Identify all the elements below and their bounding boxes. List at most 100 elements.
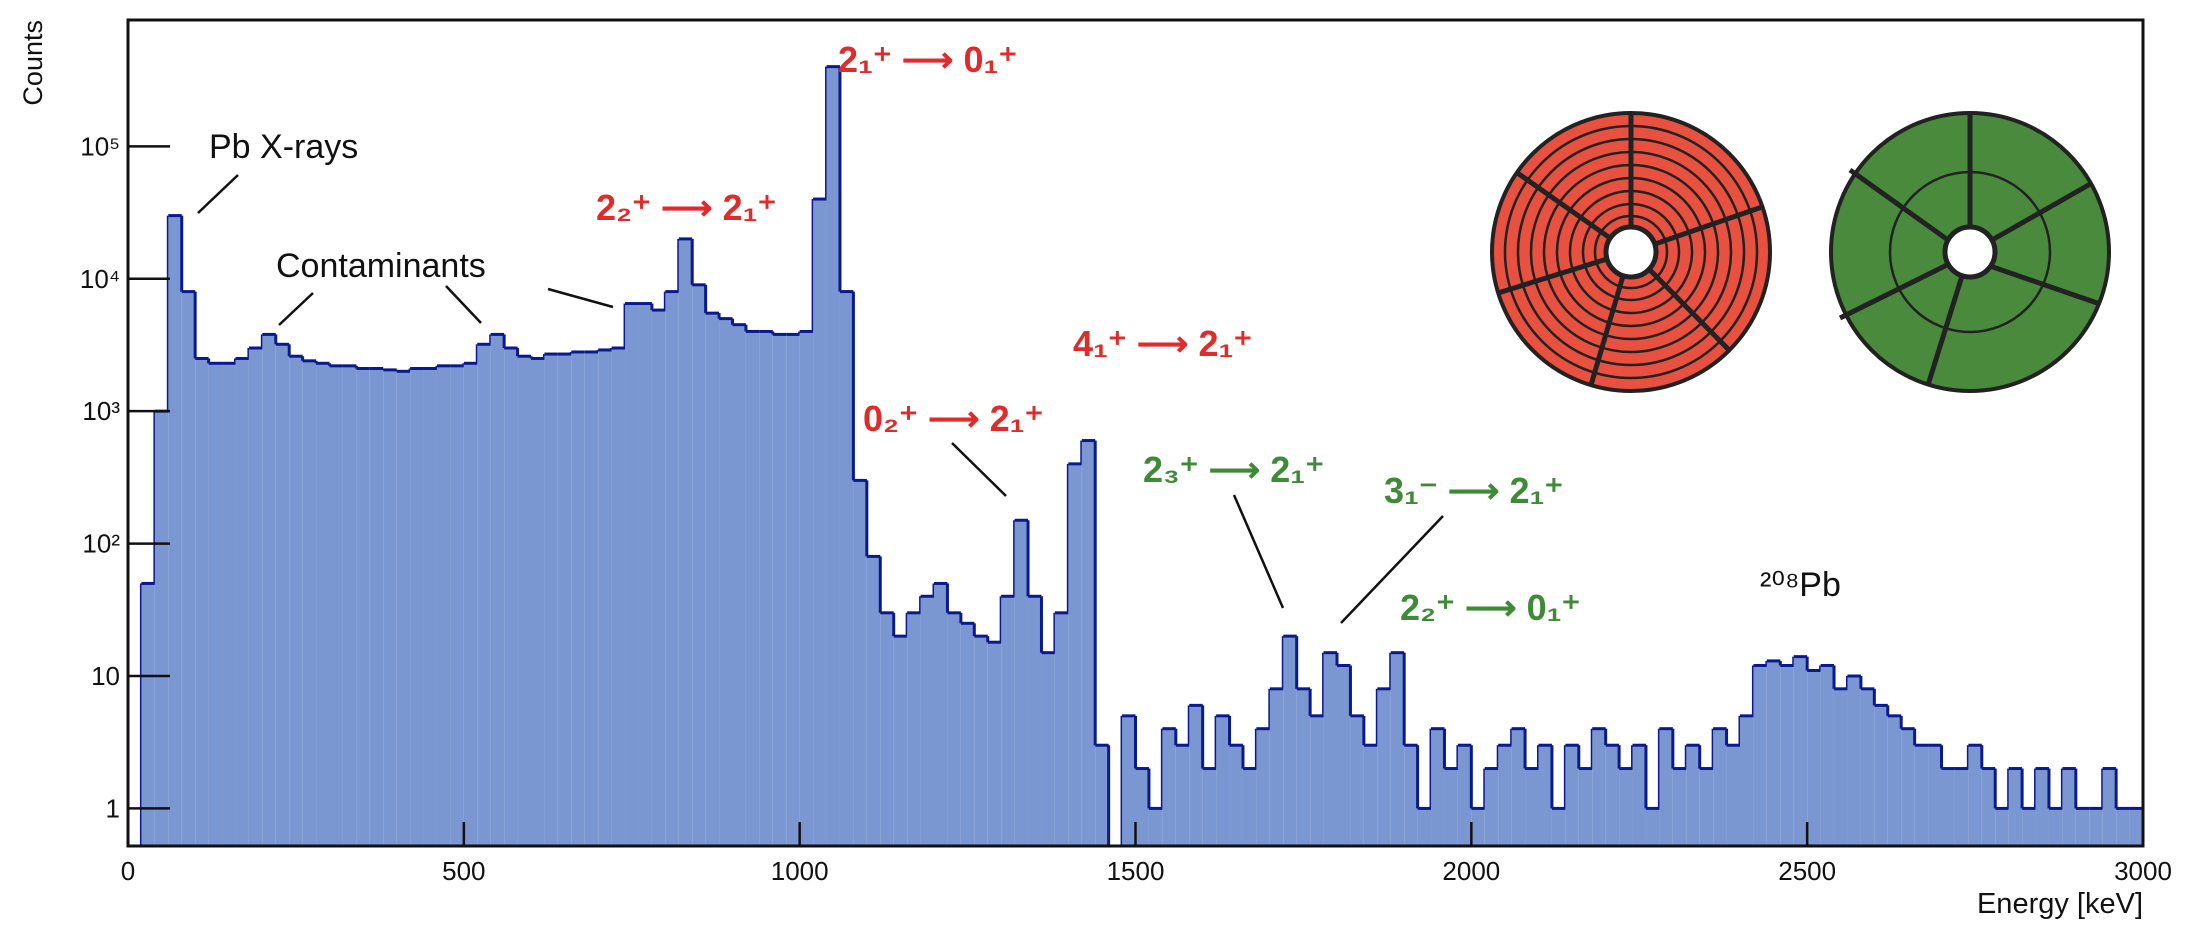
bar (1538, 745, 1552, 846)
bar (531, 358, 545, 846)
bar (1162, 728, 1176, 846)
bar (638, 303, 652, 846)
y-tick-label: 1 (106, 793, 120, 823)
bar (1444, 768, 1458, 846)
bar (477, 344, 491, 846)
bar (1726, 745, 1740, 846)
bar (1699, 768, 1714, 846)
bar (1471, 808, 1485, 846)
annotation: 2₃⁺ ⟶ 2₁⁺ (1143, 449, 1324, 490)
bar (1847, 675, 1861, 846)
bar (2048, 808, 2063, 846)
bar (302, 360, 317, 846)
y-axis-title: Counts (18, 20, 48, 106)
bar (799, 331, 814, 846)
bar (1216, 715, 1230, 846)
bar (1269, 688, 1284, 846)
bar (1041, 652, 1055, 846)
bar (1054, 612, 1069, 846)
annotation: 2₂⁺ ⟶ 0₁⁺ (1400, 587, 1581, 628)
bar (719, 318, 733, 846)
bar (611, 347, 626, 846)
bar (1323, 652, 1337, 846)
bar (947, 612, 961, 846)
bar (1632, 745, 1646, 846)
bar (1256, 728, 1270, 846)
bar (934, 583, 948, 846)
bar (1659, 728, 1673, 846)
bar (1095, 745, 1109, 846)
bar (2022, 808, 2036, 846)
bar (1484, 768, 1499, 846)
bar (772, 334, 787, 846)
bar (880, 612, 894, 846)
bar (208, 363, 223, 846)
y-tick-label: 10² (82, 529, 120, 559)
x-tick-label: 2000 (1442, 856, 1500, 886)
bar (974, 636, 988, 846)
bar (1296, 688, 1311, 846)
bar (1498, 745, 1512, 846)
x-tick-label: 0 (121, 856, 135, 886)
bar (584, 351, 599, 846)
bar (222, 363, 236, 846)
bar (1148, 808, 1163, 846)
bar (2008, 768, 2023, 846)
bar (651, 310, 666, 847)
bar (1377, 688, 1391, 846)
x-tick-label: 1000 (771, 856, 829, 886)
bar (1081, 440, 1096, 846)
bar (1928, 745, 1942, 846)
bar (2129, 808, 2143, 846)
bar (1068, 463, 1082, 846)
bar (1417, 808, 1432, 846)
bar (813, 199, 827, 846)
bar (786, 334, 800, 846)
bar (1310, 715, 1324, 846)
bar (1578, 768, 1593, 846)
bar (745, 331, 760, 846)
bar (1390, 652, 1405, 846)
annotation: 3₁⁻ ⟶ 2₁⁺ (1384, 470, 1563, 511)
bar (1122, 715, 1136, 846)
bar (396, 371, 411, 846)
detector-red (1490, 111, 1772, 393)
bar (1887, 715, 1902, 846)
annotation: 2₁⁺ ⟶ 0₁⁺ (838, 39, 1017, 80)
bar (1404, 745, 1418, 846)
bar (1793, 656, 1808, 846)
bar (1820, 665, 1835, 846)
y-tick-label: 10 (91, 661, 120, 691)
bar (1753, 665, 1767, 846)
bar (289, 356, 303, 846)
bar (463, 363, 478, 846)
bar (141, 583, 155, 846)
bar (1363, 745, 1378, 846)
annotation: Pb X-rays (209, 128, 358, 166)
bar (262, 334, 276, 846)
bar (839, 291, 854, 846)
bar (504, 347, 518, 846)
bar (2062, 768, 2076, 846)
bar (1565, 745, 1579, 846)
bar (692, 284, 706, 846)
bar (893, 636, 908, 846)
bar (987, 642, 1002, 846)
bar (168, 215, 182, 847)
bar (1954, 768, 1969, 846)
bar (1135, 768, 1149, 846)
bar (1189, 705, 1203, 846)
bar (1807, 670, 1821, 846)
bar (2075, 808, 2090, 846)
y-tick-label: 10³ (82, 396, 120, 426)
bar (557, 354, 572, 846)
bar (598, 349, 612, 846)
bar (1713, 728, 1727, 846)
bar (960, 623, 975, 846)
bar (356, 368, 370, 846)
annotation: 0₂⁺ ⟶ 2₁⁺ (863, 398, 1044, 439)
bar (571, 351, 585, 846)
bar (275, 344, 290, 846)
x-tick-label: 500 (442, 856, 485, 886)
